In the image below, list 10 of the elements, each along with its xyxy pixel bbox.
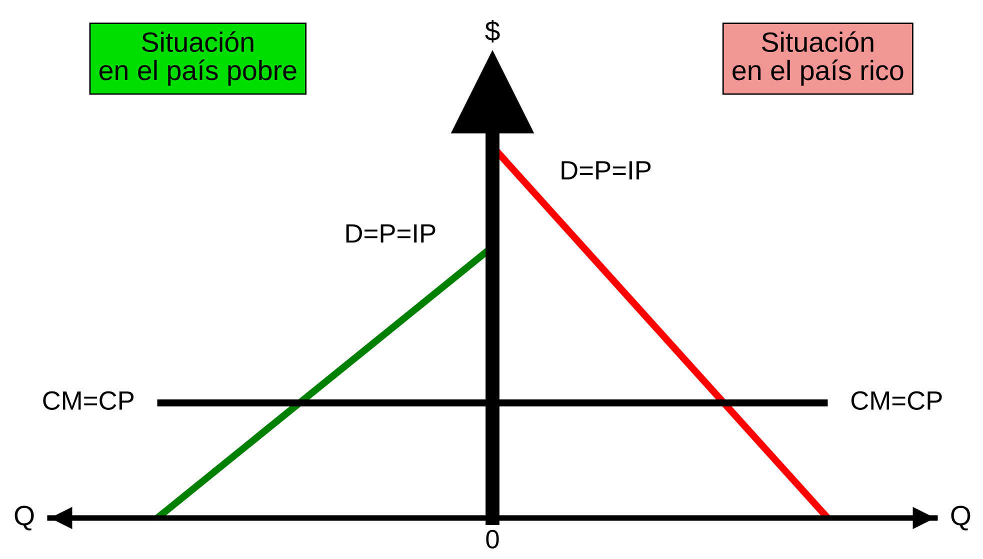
text: 0 xyxy=(486,530,499,549)
series-label: CM=CP xyxy=(851,391,942,410)
text: Situación en el país pobre xyxy=(99,31,296,86)
x-axis-title: Q xyxy=(951,506,970,530)
y-axis-title: $ xyxy=(485,20,500,42)
text: Q xyxy=(14,506,34,530)
series-label: D=P=IP xyxy=(346,224,436,243)
text: CM=CP xyxy=(43,391,134,410)
series-label: D=P=IP xyxy=(562,161,651,180)
text: Situación en el país rico xyxy=(732,31,904,86)
